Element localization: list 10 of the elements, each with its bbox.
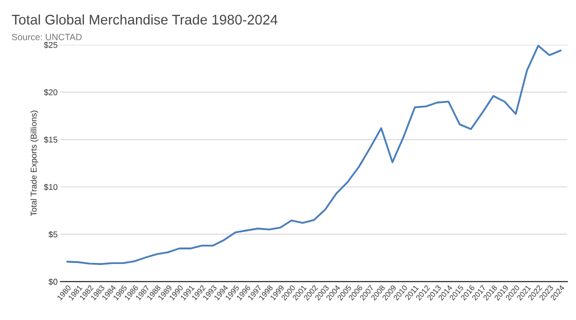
y-tick-label: $25 [44,42,58,48]
y-tick-label: $10 [44,184,58,190]
y-tick-label: $5 [48,231,58,238]
y-tick-label: $0 [48,278,58,286]
chart-title: Total Global Merchandise Trade 1980-2024 [12,14,278,25]
y-axis-title: Total Trade Exports (Billions) [30,110,38,216]
y-tick-label: $20 [44,89,58,96]
line-series [66,44,562,265]
y-tick-label: $15 [44,136,58,144]
chart-subtitle: Source: UNCTAD [12,34,82,40]
